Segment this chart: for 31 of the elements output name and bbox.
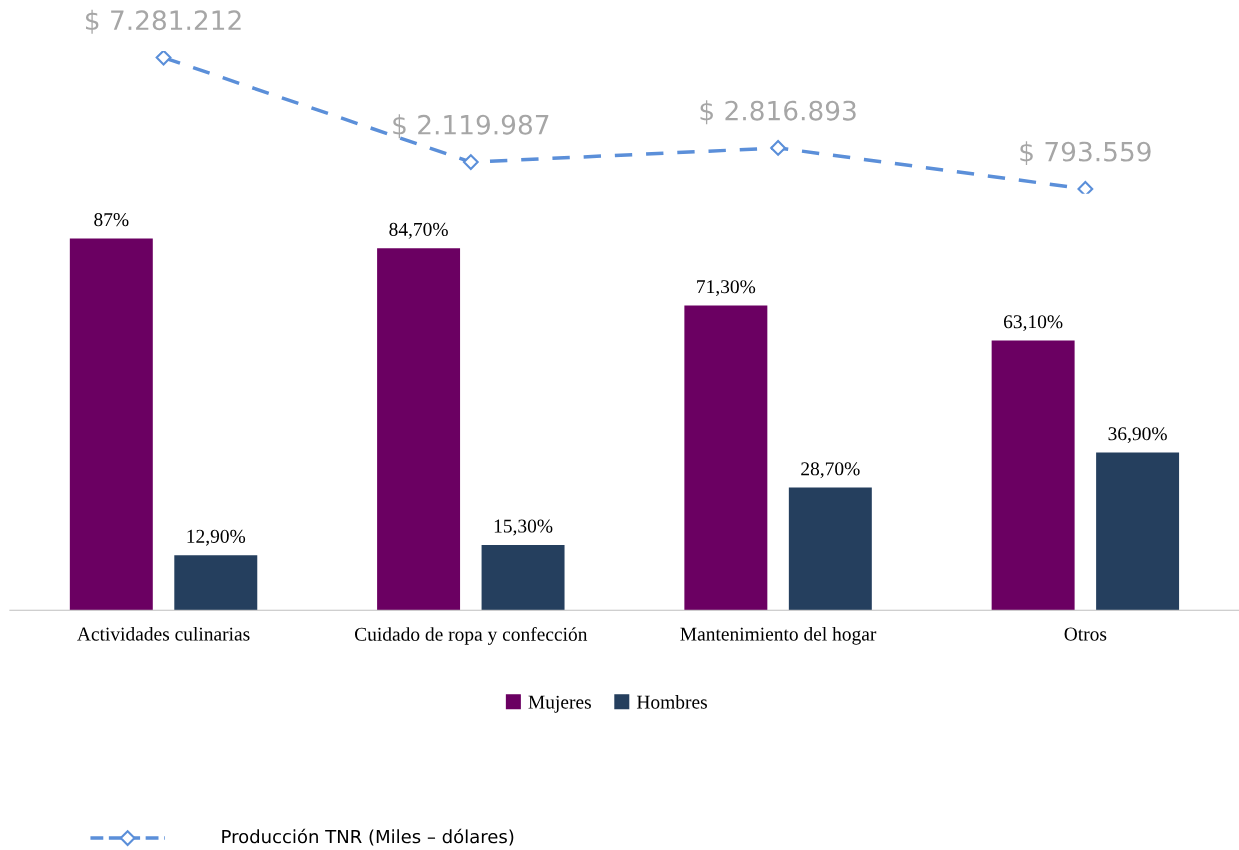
x-tick-label: Otros (1064, 627, 1107, 641)
data-label: 87% (94, 213, 129, 227)
point (770, 140, 787, 156)
x-tick-label: Actividades culinarias (77, 626, 250, 641)
x-tick-label: Mantenimiento del hogar (680, 626, 877, 645)
data-label: $ 793.559 (1020, 141, 1151, 166)
data-label: 63,10% (1003, 315, 1063, 332)
bar (684, 305, 768, 611)
bar (991, 340, 1075, 611)
text: Producción TNR (Miles – dólares) (222, 828, 514, 846)
legend-label: Hombres (636, 695, 707, 709)
data-label: $ 7.281.212 (86, 9, 241, 34)
data-label: 71,30% (697, 280, 756, 297)
bar (174, 555, 258, 611)
point (155, 51, 172, 66)
data-label: 84,70% (389, 222, 448, 239)
bar (788, 487, 872, 611)
data-label: $ 2.816.893 (700, 100, 856, 125)
legend-label: Mujeres (528, 695, 591, 713)
point (462, 154, 479, 170)
data-label: 12,90% (187, 529, 246, 546)
bar (377, 248, 461, 611)
data-label: 15,30% (494, 519, 553, 536)
point (1077, 181, 1094, 196)
data-label: 36,90% (1108, 427, 1167, 444)
data-label: $ 2.119.987 (393, 114, 549, 139)
data-label: 28,70% (801, 462, 860, 479)
x-tick-label: Cuidado de ropa y confección (354, 626, 588, 645)
bar (69, 238, 153, 611)
bar (481, 544, 565, 611)
bar (1096, 452, 1180, 611)
